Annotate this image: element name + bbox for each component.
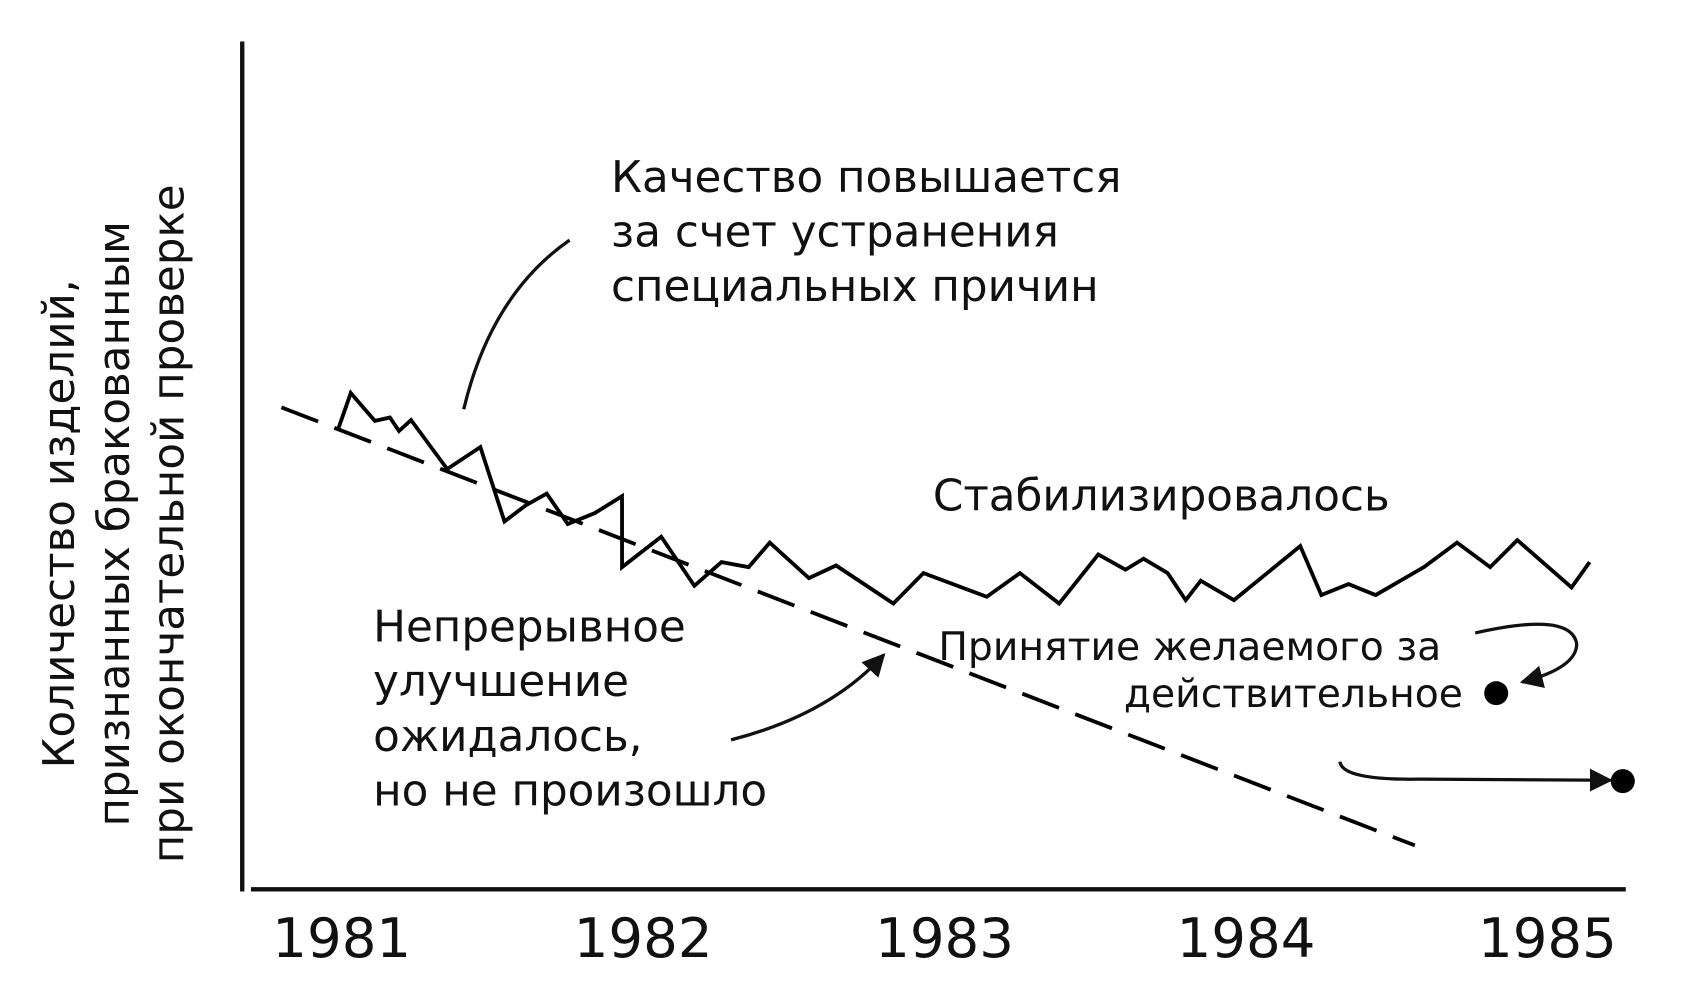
- annotation: Качество повышается за счет устранения с…: [611, 152, 1122, 312]
- y-axis-label: Количество изделий, признанных бракованн…: [34, 184, 194, 863]
- x-tick-label: 1982: [574, 906, 713, 970]
- annotation-line: ожидалось,: [373, 711, 642, 762]
- point: [1610, 769, 1635, 794]
- annotation-line: за счет устранения: [611, 207, 1059, 258]
- annotation-arrow: [730, 653, 886, 742]
- annotation-line: Качество повышается: [611, 152, 1122, 203]
- annotation-arrow: [462, 238, 571, 410]
- y-axis-label-line: при окончательной проверке: [143, 184, 194, 863]
- annotation-line: улучшение: [373, 656, 629, 707]
- y-axis-label-line: Количество изделий,: [34, 279, 85, 768]
- x-tick-label: 1981: [272, 906, 411, 970]
- y-axis-label-line: признанных бракованным: [89, 221, 140, 826]
- annotation-line: Принятие желаемого за: [938, 625, 1441, 670]
- annotation-arrow: [1474, 622, 1579, 688]
- annotation-line: Непрерывное: [373, 602, 686, 653]
- point: [1484, 681, 1509, 706]
- x-tick-label: 1985: [1478, 906, 1617, 970]
- annotation: Принятие желаемого за действительное: [938, 625, 1463, 717]
- annotation-arrow: [1338, 761, 1613, 792]
- x-tick-label: 1984: [1177, 906, 1316, 970]
- annotation-line: специальных причин: [611, 261, 1099, 312]
- annotation-line: но не произошло: [373, 765, 767, 816]
- annotation: Непрерывное улучшение ожидалось, но не п…: [373, 602, 767, 817]
- x-tick-label: 1983: [875, 906, 1014, 970]
- dashed-line: [280, 405, 1416, 848]
- line: [336, 389, 1592, 607]
- annotation: Стабилизировалось: [933, 471, 1390, 522]
- annotation-line: действительное: [1124, 672, 1463, 717]
